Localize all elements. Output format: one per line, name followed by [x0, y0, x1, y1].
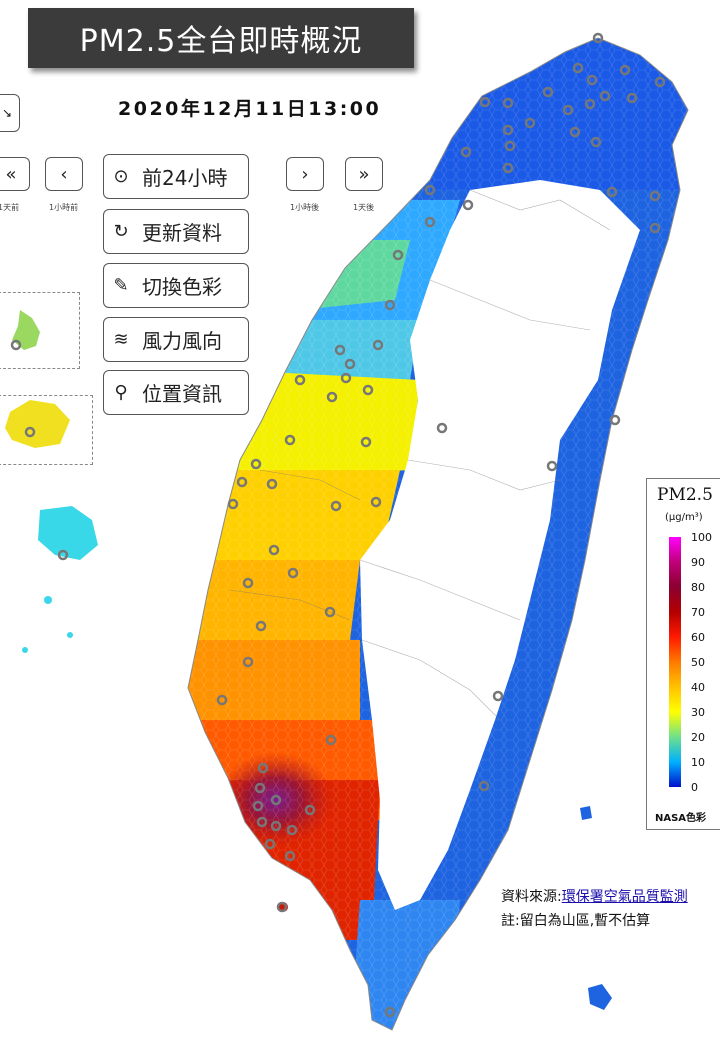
legend-tick: 60 [691, 631, 705, 644]
double-chevron-left-icon: « [5, 163, 17, 185]
legend-color-bar [669, 537, 681, 787]
data-source-link[interactable]: 環保署空氣品質監測 [561, 889, 688, 905]
refresh-button[interactable]: ↻ 更新資料 [103, 209, 249, 254]
chevron-right-icon: › [301, 163, 309, 185]
legend-tick: 70 [691, 606, 705, 619]
play-circle-icon: ⊙ [113, 166, 129, 187]
mountain-note: 註:留白為山區,暫不估算 [501, 913, 651, 929]
forward-hour-button[interactable]: › [286, 157, 324, 191]
back-day-button[interactable]: « [0, 157, 30, 191]
forward-hour-caption: 1小時後 [290, 203, 320, 212]
forward-day-caption: 1天後 [353, 203, 375, 212]
page-title: PM2.5全台即時概況 [28, 8, 414, 68]
chevron-left-icon: ‹ [60, 163, 68, 185]
legend-unit: (μg/m³) [665, 512, 703, 523]
penghu-islands [5, 310, 612, 1010]
legend-tick: 100 [691, 531, 712, 544]
location-button[interactable]: ⚲ 位置資訊 [103, 370, 249, 415]
location-pin-icon: ⚲ [114, 382, 128, 403]
wind-label: 風力風向 [142, 329, 222, 353]
location-label: 位置資訊 [142, 382, 222, 406]
legend-tick: 80 [691, 581, 705, 594]
switch-color-label: 切換色彩 [142, 275, 222, 299]
legend-title: PM2.5 [657, 485, 713, 505]
legend-tick: 0 [691, 781, 698, 794]
switch-color-button[interactable]: ✎ 切換色彩 [103, 263, 249, 308]
legend-scheme-label: NASA色彩 [655, 813, 707, 824]
datetime-label: 2020年12月11日13:00 [118, 98, 382, 120]
legend-tick: 50 [691, 656, 705, 669]
data-source: 資料來源:環保署空氣品質監測 [501, 886, 688, 906]
legend-tick: 30 [691, 706, 705, 719]
corner-button[interactable]: ↘ [0, 94, 20, 132]
back-day-caption: 1天前 [0, 203, 20, 212]
matsu-inset [0, 292, 80, 369]
data-source-label: 資料來源: [501, 889, 562, 905]
back-hour-button[interactable]: ‹ [45, 157, 83, 191]
wind-icon: ≋ [113, 329, 129, 350]
map-legend: PM2.5 (μg/m³) 100 90 80 70 60 50 40 30 2… [646, 478, 720, 830]
forward-day-button[interactable]: » [345, 157, 383, 191]
refresh-label: 更新資料 [142, 221, 222, 245]
legend-tick: 90 [691, 556, 705, 569]
station-markers [10, 32, 666, 1018]
prev-24h-label: 前24小時 [142, 166, 228, 190]
arrow-down-right-icon: ↘ [1, 106, 13, 120]
prev-24h-button[interactable]: ⊙ 前24小時 [103, 154, 249, 199]
legend-tick: 40 [691, 681, 705, 694]
legend-tick: 20 [691, 731, 705, 744]
wind-button[interactable]: ≋ 風力風向 [103, 317, 249, 362]
back-hour-caption: 1小時前 [49, 203, 79, 212]
refresh-icon: ↻ [113, 221, 129, 242]
eyedropper-icon: ✎ [113, 275, 129, 296]
double-chevron-right-icon: » [358, 163, 370, 185]
kinmen-inset [0, 395, 93, 465]
legend-tick: 10 [691, 756, 705, 769]
